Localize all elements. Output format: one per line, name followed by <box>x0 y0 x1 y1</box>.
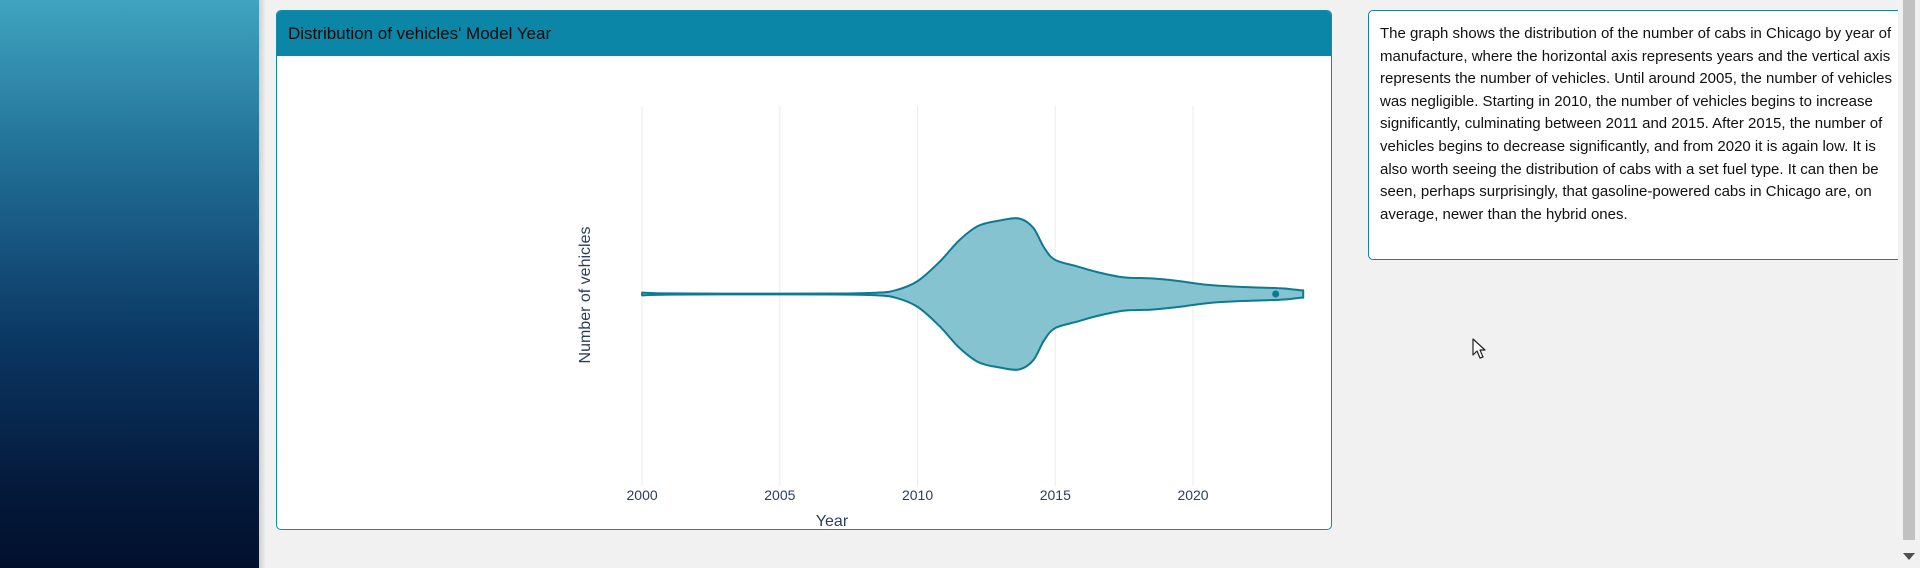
chart-card: Distribution of vehicles' Model Year 200… <box>276 10 1332 530</box>
x-tick-labels: 2000 2005 2010 2015 2020 <box>627 487 1209 503</box>
violin-chart[interactable]: 2000 2005 2010 2015 2020 Year Number of vehi… <box>277 56 1331 529</box>
chart-card-title: Distribution of vehicles' Model Year <box>288 24 552 43</box>
sidebar-divider <box>259 0 265 568</box>
y-axis-label: Number of vehicles <box>577 227 594 364</box>
sidebar <box>0 0 259 568</box>
vertical-scrollbar[interactable] <box>1898 0 1920 568</box>
scrollbar-thumb[interactable] <box>1903 0 1915 540</box>
x-tick-label: 2000 <box>627 487 658 503</box>
x-axis-label: Year <box>816 513 849 529</box>
chart-card-header: Distribution of vehicles' Model Year <box>277 11 1331 56</box>
description-text: The graph shows the distribution of the … <box>1380 25 1892 223</box>
mouse-cursor-icon <box>1472 338 1486 359</box>
description-card: The graph shows the distribution of the … <box>1368 10 1914 260</box>
scroll-down-arrow-icon[interactable] <box>1903 553 1915 560</box>
x-tick-label: 2020 <box>1177 487 1208 503</box>
x-tick-label: 2015 <box>1040 487 1071 503</box>
violin-outlier-point[interactable] <box>1272 290 1280 298</box>
x-tick-label: 2005 <box>764 487 795 503</box>
violin-body[interactable] <box>641 217 1305 371</box>
violin-plot[interactable] <box>641 217 1305 371</box>
x-tick-label: 2010 <box>902 487 933 503</box>
